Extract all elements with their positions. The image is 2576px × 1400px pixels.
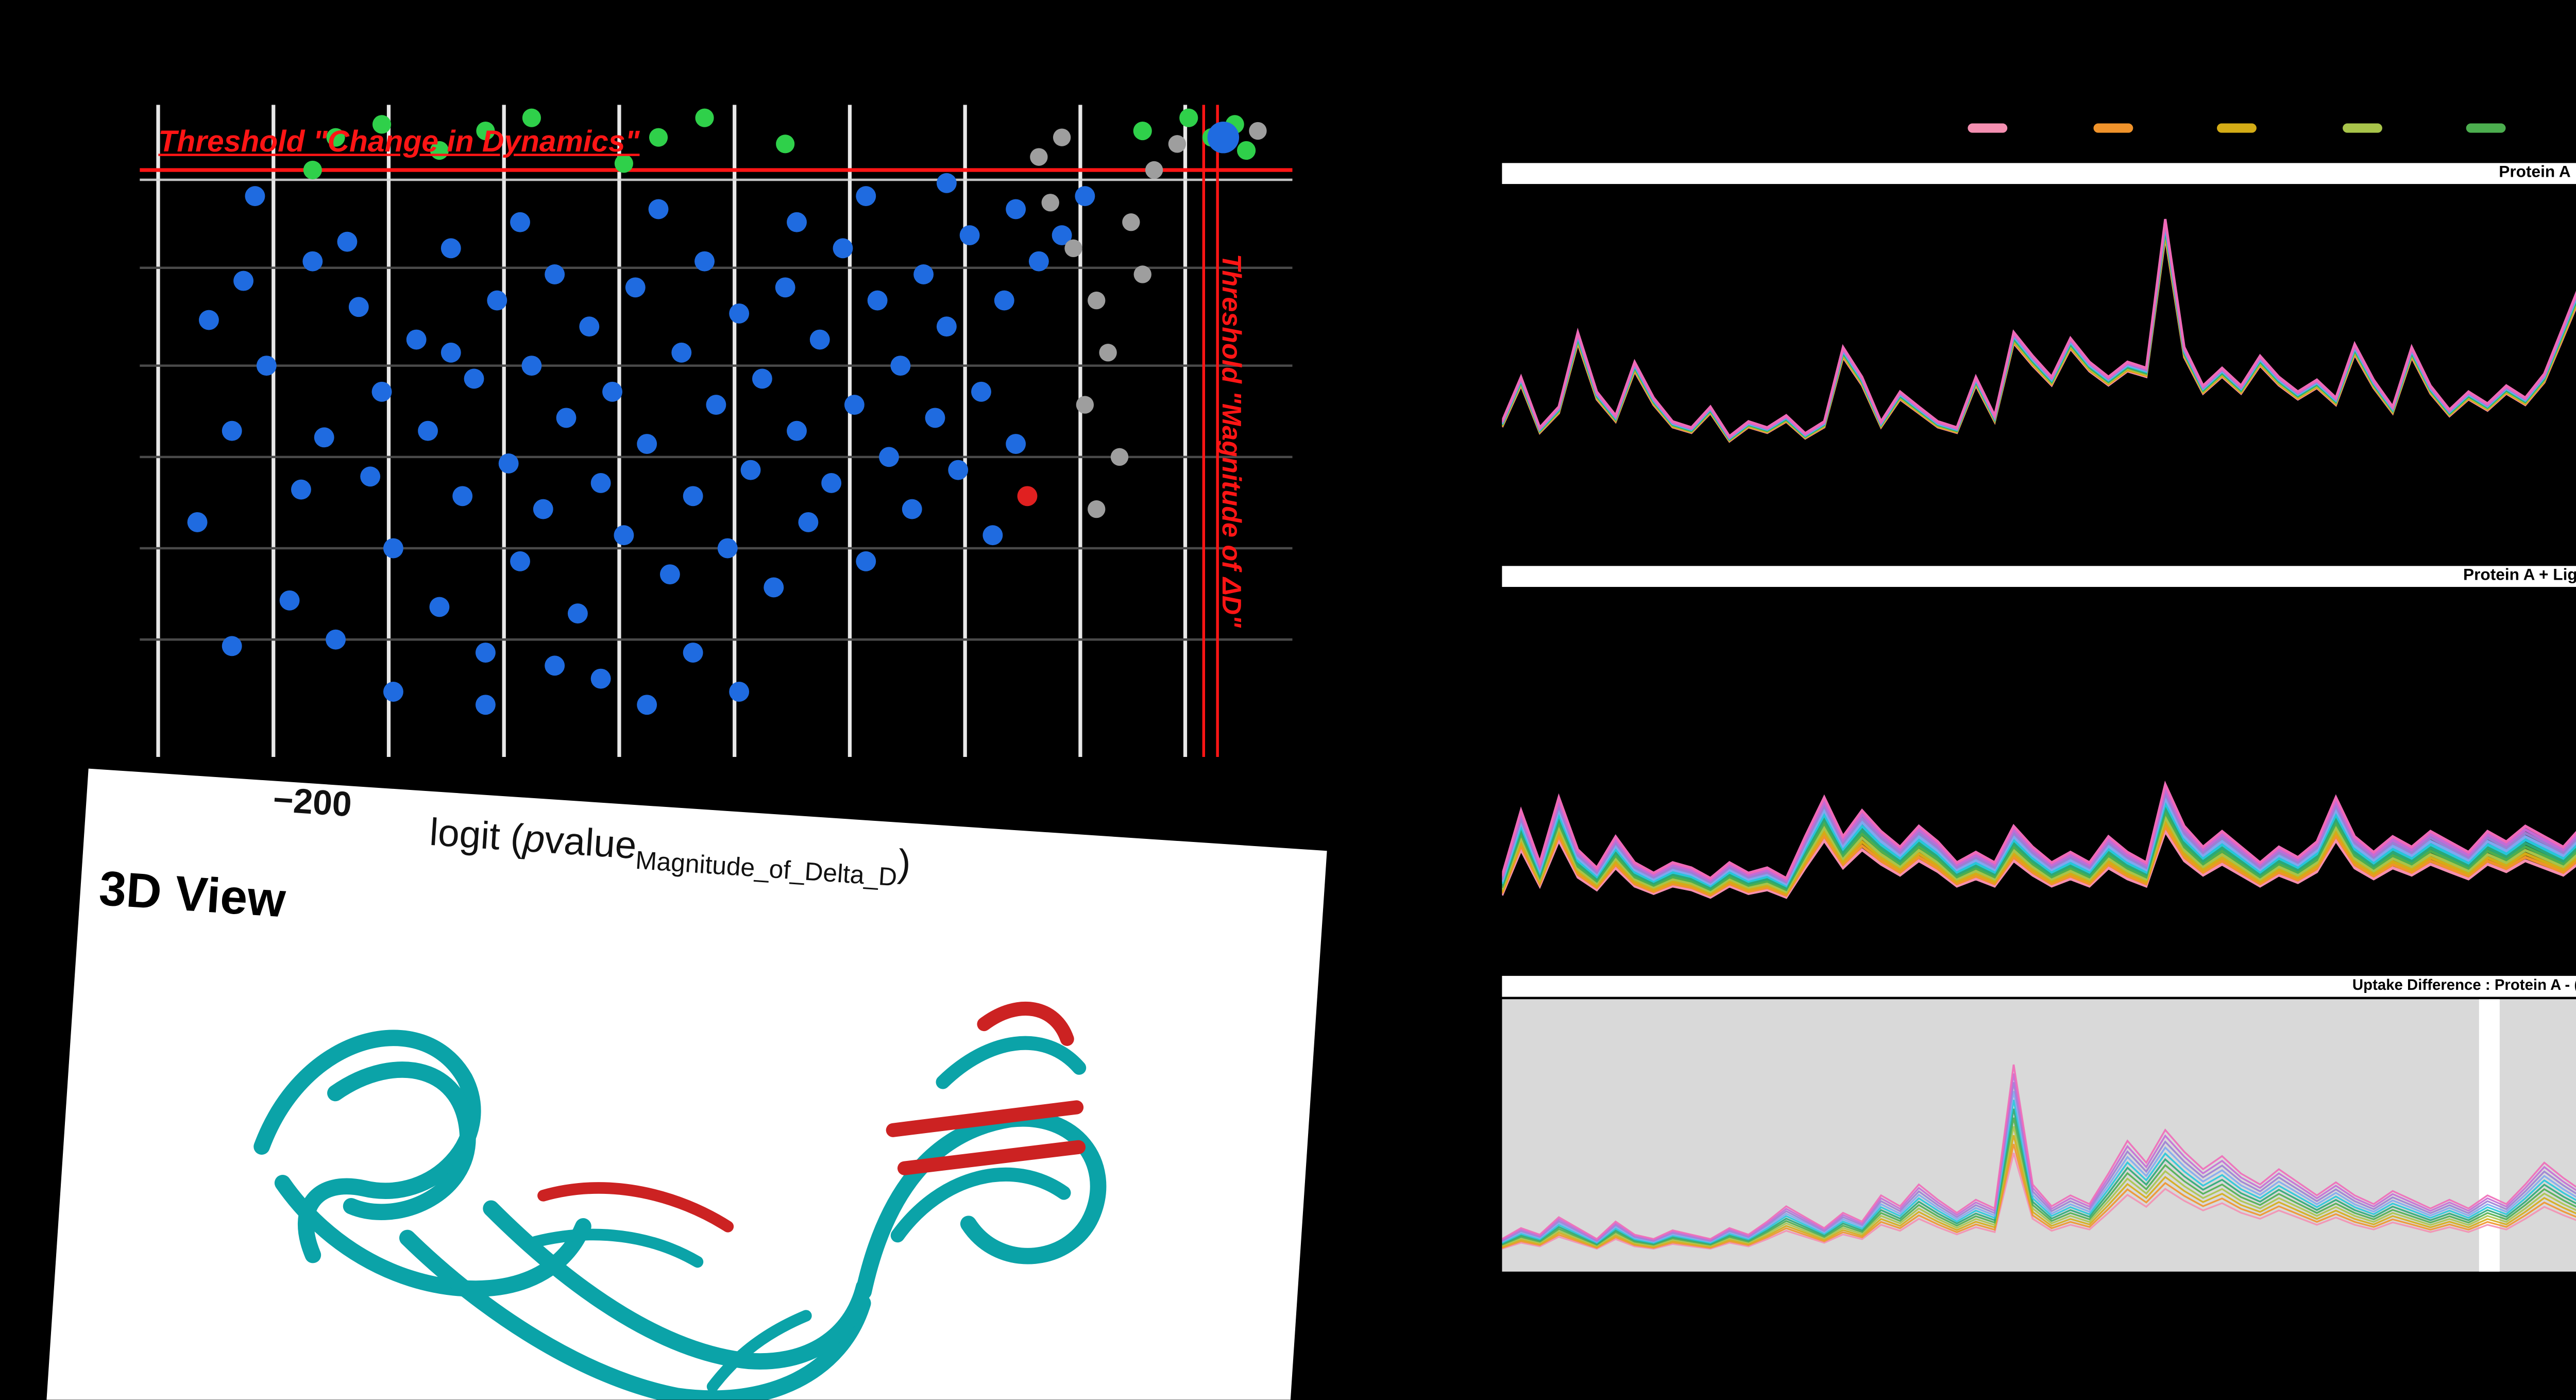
x-axis-label-suffix: )	[896, 843, 912, 886]
uptake-chart-protein-a[interactable]	[1502, 184, 2576, 547]
chart-title-protein-a: Protein A	[1502, 163, 2576, 184]
time-legend	[1968, 123, 2576, 132]
chart-title-uptake-difference: Uptake Difference : Protein A - (Protein…	[1502, 975, 2576, 997]
x-axis-label-subscript: Magnitude_of_Delta_D	[634, 848, 898, 893]
protein-structure[interactable]	[171, 921, 1229, 1400]
volcano-plot[interactable]	[140, 105, 1293, 757]
chart-title-protein-a-text: Protein A	[2499, 165, 2571, 182]
uptake-difference-chart[interactable]	[1502, 999, 2576, 1272]
3d-view-title: 3D View	[97, 863, 287, 929]
3d-view-panel: −200 logit (pvalueMagnitude_of_Delta_D) …	[42, 768, 1327, 1400]
threshold-magnitude-label: Threshold "Magnitude of ΔD"	[1215, 254, 1244, 628]
uptake-chart-protein-a-ligand[interactable]	[1502, 587, 2576, 959]
legend-swatch[interactable]	[1968, 123, 2008, 132]
legend-swatch[interactable]	[2341, 123, 2381, 132]
legend-swatch[interactable]	[2466, 123, 2506, 132]
x-axis-label-p: p	[522, 818, 547, 862]
x-axis-label-value: value	[543, 820, 638, 868]
chart-title-protein-a-ligand: Protein A + Ligand	[1502, 566, 2576, 587]
x-axis-label-prefix: logit (	[428, 812, 525, 861]
chart-title-protein-a-ligand-text: Protein A + Ligand	[2463, 568, 2576, 585]
volcano-panel: Threshold "Change in Dynamics" Threshold…	[140, 105, 1293, 757]
x-axis-label: logit (pvalueMagnitude_of_Delta_D)	[428, 813, 912, 894]
threshold-dynamics-label: Threshold "Change in Dynamics"	[158, 123, 640, 159]
x-axis-tick: −200	[272, 781, 353, 826]
legend-swatch[interactable]	[2092, 123, 2132, 132]
legend-swatch[interactable]	[2217, 123, 2257, 132]
chart-title-uptake-difference-text: Uptake Difference : Protein A - (Protein…	[2352, 978, 2576, 995]
